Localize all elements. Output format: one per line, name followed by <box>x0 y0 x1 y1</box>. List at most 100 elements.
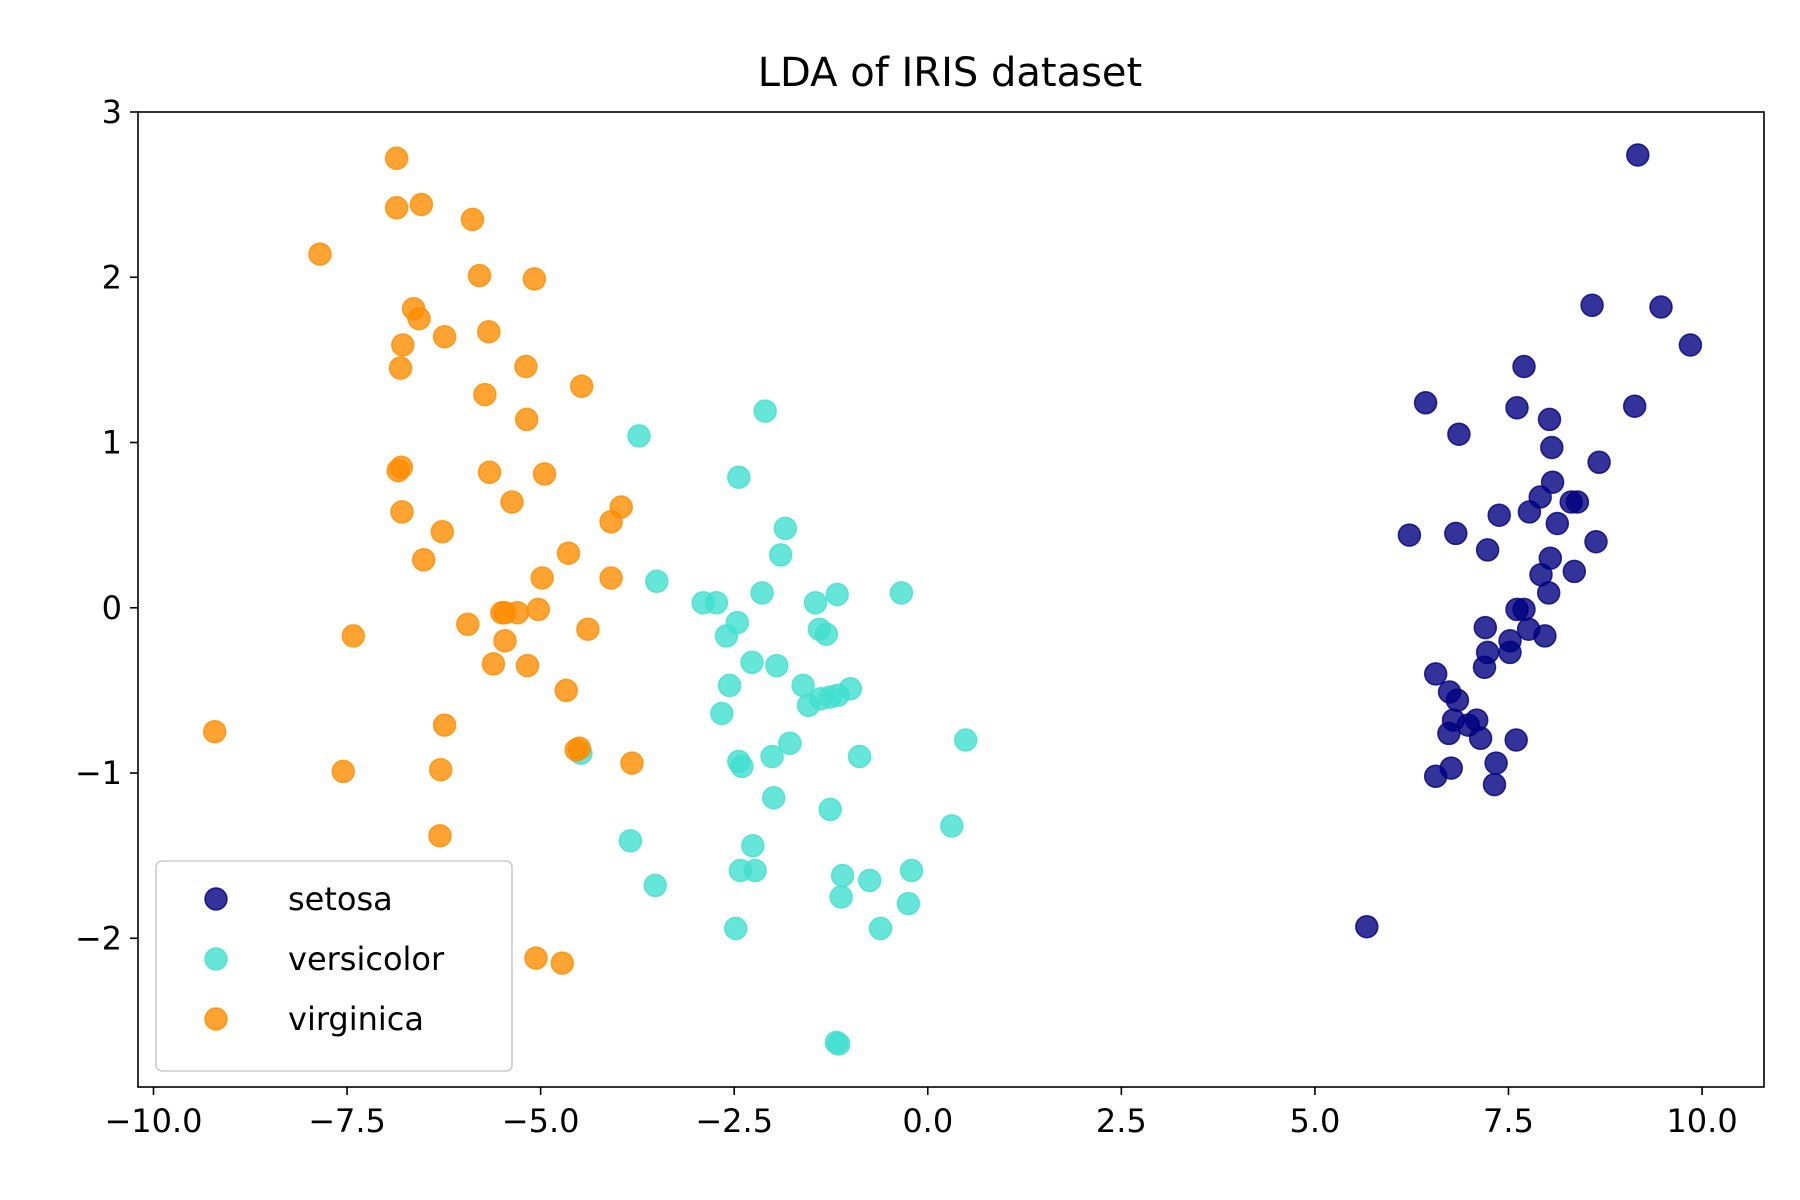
point-virginica <box>384 196 409 220</box>
point-virginica <box>456 612 480 637</box>
point-versicolor <box>953 728 978 752</box>
point-setosa <box>1468 726 1493 751</box>
y-tick-label: 0 <box>102 589 122 627</box>
y-axis: 3 2 1 0 −1 −2 <box>75 93 138 957</box>
point-versicolor <box>830 863 855 888</box>
point-virginica <box>411 548 436 572</box>
point-versicolor <box>753 399 777 423</box>
point-virginica <box>567 736 592 760</box>
point-virginica <box>473 382 497 407</box>
point-virginica <box>388 356 413 380</box>
point-virginica <box>432 324 457 349</box>
point-setosa <box>1540 435 1564 460</box>
series-versicolor <box>569 399 978 1056</box>
point-virginica <box>514 354 538 379</box>
series-setosa <box>1355 143 1703 939</box>
x-tick-label: −5.0 <box>502 1102 580 1140</box>
point-virginica <box>515 653 540 678</box>
point-setosa <box>1475 538 1500 562</box>
point-setosa <box>1536 581 1561 605</box>
y-tick-label: −2 <box>75 919 122 957</box>
point-setosa <box>1565 490 1590 514</box>
point-versicolor <box>826 1032 851 1056</box>
point-setosa <box>1584 529 1608 554</box>
y-tick-label: 2 <box>102 258 122 296</box>
point-virginica <box>522 267 547 291</box>
point-versicolor <box>645 569 669 594</box>
point-versicolor <box>778 731 802 756</box>
x-tick-label: −2.5 <box>695 1102 773 1140</box>
y-tick-label: −1 <box>75 754 122 792</box>
legend-label-setosa: setosa <box>288 880 393 918</box>
point-versicolor <box>627 424 651 448</box>
x-tick-label: −7.5 <box>308 1102 386 1140</box>
point-setosa <box>1473 615 1498 640</box>
point-setosa <box>1444 521 1468 546</box>
point-versicolor <box>857 868 882 893</box>
point-versicolor <box>727 465 751 489</box>
legend-box <box>155 860 513 1072</box>
x-tick-label: 10.0 <box>1666 1102 1737 1140</box>
point-versicolor <box>768 543 793 567</box>
point-virginica <box>599 566 623 590</box>
point-setosa <box>1512 354 1536 379</box>
point-virginica <box>569 374 594 399</box>
point-setosa <box>1537 407 1562 432</box>
point-setosa <box>1484 751 1508 775</box>
point-setosa <box>1447 422 1471 446</box>
point-virginica <box>432 713 457 737</box>
point-virginica <box>467 263 492 288</box>
point-versicolor <box>743 858 767 883</box>
point-virginica <box>505 600 530 625</box>
point-versicolor <box>765 653 789 678</box>
x-tick-label: 5.0 <box>1289 1102 1340 1140</box>
point-virginica <box>460 207 485 232</box>
point-virginica <box>308 242 332 266</box>
plot-points <box>202 143 1703 1056</box>
point-setosa <box>1498 640 1522 665</box>
point-versicolor <box>741 833 765 858</box>
point-versicolor <box>717 673 742 698</box>
point-setosa <box>1445 688 1470 713</box>
series-virginica <box>202 146 644 975</box>
point-virginica <box>390 500 414 524</box>
point-virginica <box>620 751 644 775</box>
point-virginica <box>556 541 581 565</box>
chart-title: LDA of IRIS dataset <box>758 50 1142 96</box>
point-setosa <box>1545 511 1570 536</box>
point-virginica <box>202 719 227 744</box>
point-setosa <box>1472 655 1497 680</box>
point-setosa <box>1580 293 1604 318</box>
point-virginica <box>576 617 600 641</box>
point-versicolor <box>710 701 734 726</box>
point-virginica <box>500 490 524 514</box>
point-versicolor <box>730 754 754 779</box>
y-tick-label: 3 <box>102 93 122 131</box>
point-versicolor <box>714 624 739 648</box>
x-axis: −10.0 −7.5 −5.0 −2.5 0.0 2.5 5.0 7.5 10.0 <box>104 1087 1738 1140</box>
point-virginica <box>550 951 575 975</box>
point-virginica <box>430 519 455 544</box>
point-virginica <box>530 566 554 590</box>
plot-area-frame <box>137 111 1765 1088</box>
point-versicolor <box>829 885 853 909</box>
point-setosa <box>1423 662 1448 686</box>
point-versicolor <box>761 786 786 810</box>
point-virginica <box>554 678 578 703</box>
point-versicolor <box>773 516 798 541</box>
point-virginica <box>493 629 517 653</box>
point-virginica <box>331 759 355 784</box>
point-versicolor <box>803 591 828 615</box>
point-versicolor <box>847 744 872 769</box>
point-setosa <box>1622 394 1647 418</box>
point-versicolor <box>899 858 924 883</box>
legend: setosa versicolor virginica <box>155 860 513 1072</box>
point-versicolor <box>868 916 893 941</box>
point-virginica <box>514 407 539 432</box>
point-virginica <box>428 757 453 782</box>
point-virginica <box>526 597 551 622</box>
point-virginica <box>341 624 366 648</box>
point-virginica <box>386 458 410 483</box>
point-setosa <box>1413 391 1438 415</box>
point-versicolor <box>940 814 964 838</box>
